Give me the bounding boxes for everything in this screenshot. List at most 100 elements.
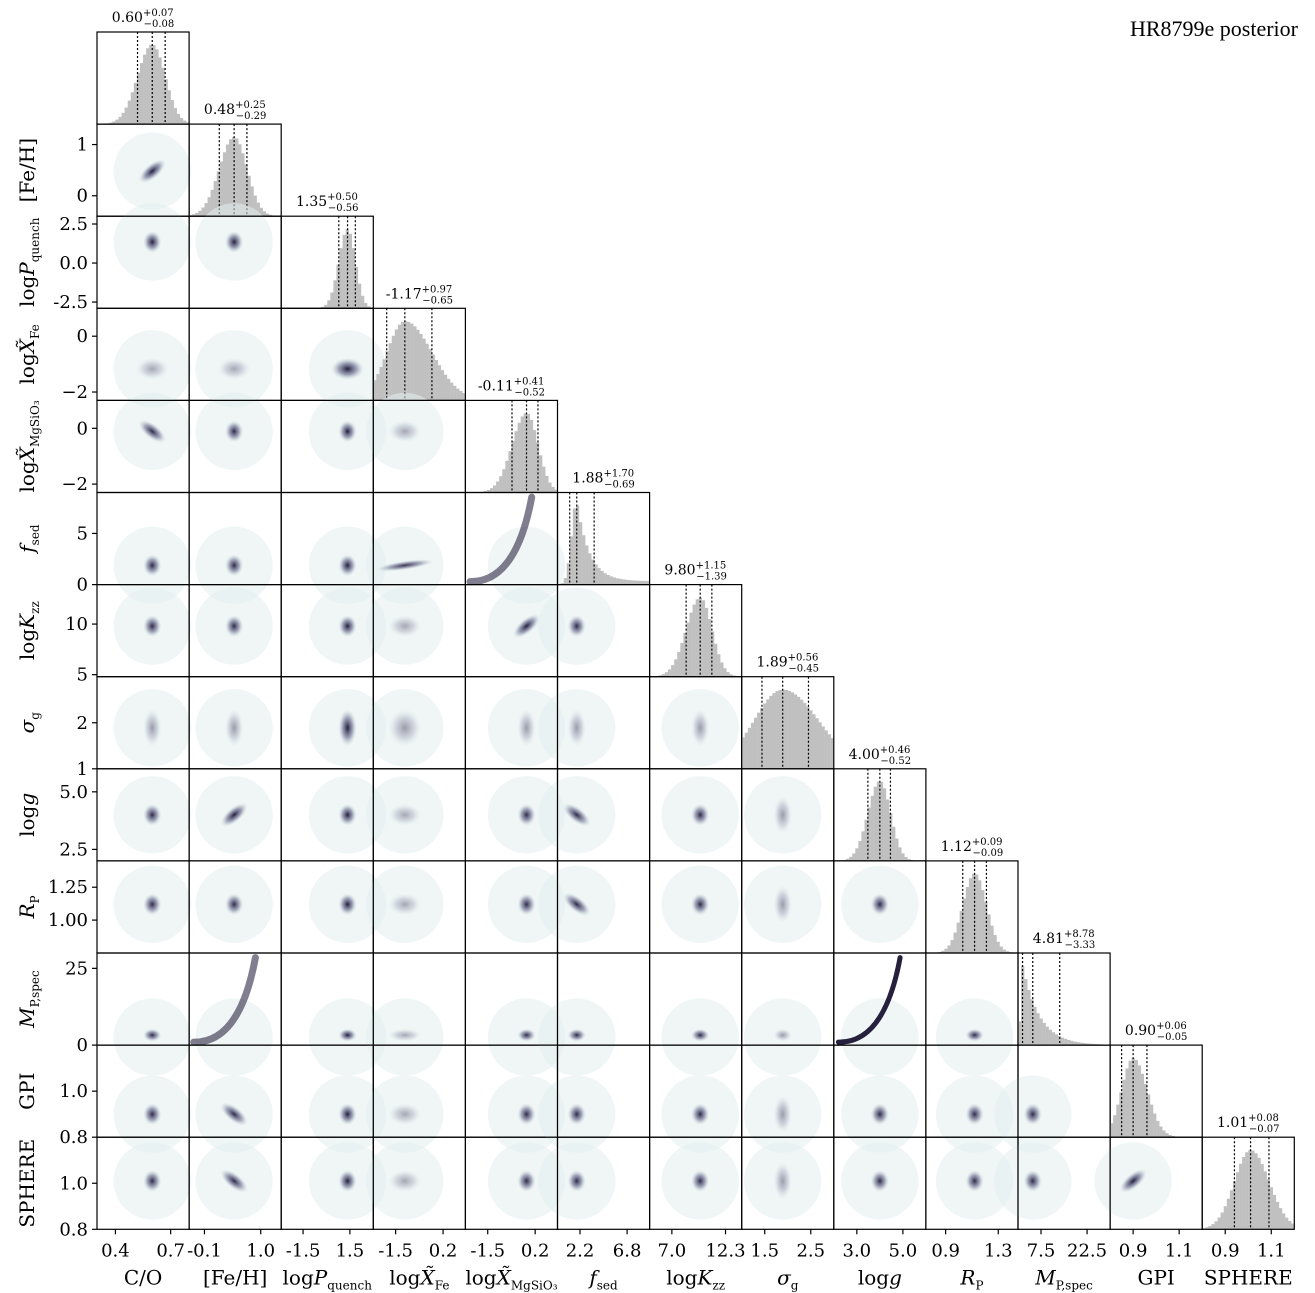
density-core bbox=[773, 1028, 792, 1042]
hist-panel-sphere: 1.01+0.08 −0.07 0.9 1.1 SPHERE bbox=[1201, 1113, 1295, 1289]
hist-bar bbox=[195, 212, 199, 217]
density-panel-sphere-vs-rp: 0.9 1.3RP bbox=[925, 1136, 1019, 1292]
density-panel-logg-vs-logxfe bbox=[366, 768, 466, 862]
hist-bar bbox=[413, 326, 417, 401]
density-core bbox=[690, 1028, 710, 1042]
y-tick-label: 0.8 bbox=[59, 1219, 88, 1240]
x-tick-label: 1.1 bbox=[1257, 1240, 1286, 1261]
hist-bar bbox=[815, 718, 819, 769]
x-tick-label: 2.5 bbox=[796, 1240, 825, 1261]
hist-bar bbox=[391, 335, 395, 401]
hist-bar bbox=[373, 380, 377, 401]
y-tick-label: 0.8 bbox=[59, 1127, 88, 1148]
hist-bar bbox=[1239, 1163, 1243, 1230]
summary-label: 1.01+0.08 −0.07 bbox=[1217, 1113, 1279, 1135]
hist-bar bbox=[173, 107, 178, 125]
density-panel-logxmg-vs-logxfe bbox=[366, 392, 466, 494]
hist-bar bbox=[625, 579, 629, 585]
density-core bbox=[1023, 1169, 1042, 1192]
hist-bar bbox=[1156, 1120, 1160, 1138]
hist-panel-logpq: 1.35+0.50 −0.56 bbox=[280, 192, 374, 309]
hist-bar bbox=[882, 788, 887, 861]
density-panel-fsed-vs-feh bbox=[188, 491, 282, 605]
hist-bar bbox=[1042, 1022, 1046, 1046]
hist-bar bbox=[462, 393, 466, 401]
x-tick-label: 3.0 bbox=[843, 1240, 872, 1261]
hist-bar bbox=[1263, 1171, 1267, 1230]
y-tick-label: 1.0 bbox=[59, 1081, 88, 1102]
hist-bar bbox=[818, 722, 822, 769]
density-core bbox=[773, 1162, 792, 1200]
hist-bar bbox=[545, 475, 549, 493]
density-core bbox=[220, 1102, 248, 1126]
hist-bar bbox=[1248, 1150, 1252, 1230]
hist-bar bbox=[671, 665, 675, 677]
hist-bar bbox=[241, 153, 245, 217]
summary-label: 1.88+1.70 −0.69 bbox=[572, 469, 634, 491]
density-panel-rp-vs-logkzz bbox=[648, 860, 743, 954]
density-panel-logg-vs-feh bbox=[188, 768, 282, 862]
hist-bar bbox=[683, 632, 687, 677]
hist-panel-sigmag: 1.89+0.56 −0.45 bbox=[741, 653, 835, 770]
hist-bar bbox=[941, 950, 945, 953]
hist-bar bbox=[250, 186, 254, 217]
hist-panel-logxfe: -1.17+0.97 −0.65 bbox=[372, 284, 466, 401]
x-tick-label: 0.2 bbox=[429, 1240, 458, 1261]
density-panel-logkzz-vs-feh bbox=[188, 583, 282, 678]
density-core bbox=[388, 615, 422, 638]
hist-bar bbox=[1229, 1190, 1234, 1230]
hist-bar bbox=[361, 295, 365, 309]
hist-bar bbox=[364, 302, 368, 309]
density-panel-mp-vs-logkzz bbox=[648, 952, 743, 1076]
hist-bar bbox=[149, 44, 153, 125]
hist-bar bbox=[1067, 1039, 1071, 1046]
hist-bar bbox=[563, 578, 567, 585]
hist-bar bbox=[186, 122, 190, 125]
hist-bar bbox=[1150, 1104, 1154, 1138]
hist-bar bbox=[207, 197, 211, 217]
hist-bar bbox=[247, 175, 251, 217]
hist-bar bbox=[152, 45, 156, 125]
hist-bar bbox=[1282, 1213, 1286, 1230]
hist-bar bbox=[133, 82, 138, 125]
hist-bar bbox=[330, 292, 334, 309]
hist-bar bbox=[1039, 1018, 1043, 1046]
density-panel-sigmag-vs-feh bbox=[188, 676, 282, 770]
hist-panel-mp: 4.81+8.78 −3.33 bbox=[1017, 929, 1111, 1046]
x-axis-label: MP,spec bbox=[1034, 1265, 1093, 1292]
hist-bar bbox=[385, 351, 389, 401]
hist-bar bbox=[892, 826, 896, 861]
hist-bar bbox=[959, 910, 963, 953]
hist-bar bbox=[618, 578, 623, 585]
hist-bar bbox=[634, 580, 638, 585]
density-core bbox=[138, 159, 166, 184]
density-core bbox=[143, 615, 162, 638]
density-core bbox=[517, 803, 536, 826]
density-panel-sphere-vs-sigmag: 1.5 2.5 σg bbox=[741, 1136, 835, 1292]
density-core bbox=[567, 1028, 586, 1042]
summary-label: 9.80+1.15 −1.39 bbox=[664, 561, 726, 583]
density-core bbox=[135, 357, 169, 380]
hist-bar bbox=[486, 489, 491, 493]
density-panel-sphere-vs-logg: 3.0 5.0 logg bbox=[833, 1136, 927, 1289]
hist-bar bbox=[560, 583, 564, 585]
density-core bbox=[143, 893, 162, 916]
density-panel-sphere-vs-gpi: 0.9 1.1 GPI bbox=[1094, 1136, 1203, 1289]
density-panel-rp-vs-fsed bbox=[538, 860, 651, 954]
hist-bar bbox=[483, 491, 488, 493]
y-tick-label: 5.0 bbox=[59, 782, 88, 803]
hist-bar bbox=[876, 781, 881, 861]
summary-label: 4.81+8.78 −3.33 bbox=[1033, 929, 1095, 951]
hist-bar bbox=[950, 940, 954, 953]
hist-bar bbox=[594, 564, 598, 585]
hist-bar bbox=[784, 689, 788, 769]
hist-bar bbox=[1024, 979, 1028, 1046]
hist-bar bbox=[179, 117, 184, 125]
hist-panel-logkzz: 9.80+1.15 −1.39 bbox=[648, 561, 743, 678]
hist-bar bbox=[664, 672, 669, 677]
hist-bar bbox=[213, 181, 217, 217]
density-core bbox=[517, 709, 536, 747]
hist-bar bbox=[984, 902, 988, 953]
hist-bar bbox=[336, 264, 340, 309]
hist-bar bbox=[674, 659, 678, 677]
